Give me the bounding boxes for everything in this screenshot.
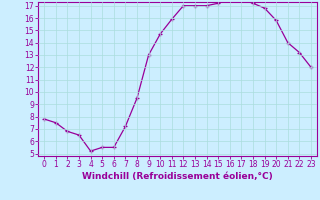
X-axis label: Windchill (Refroidissement éolien,°C): Windchill (Refroidissement éolien,°C) <box>82 172 273 181</box>
